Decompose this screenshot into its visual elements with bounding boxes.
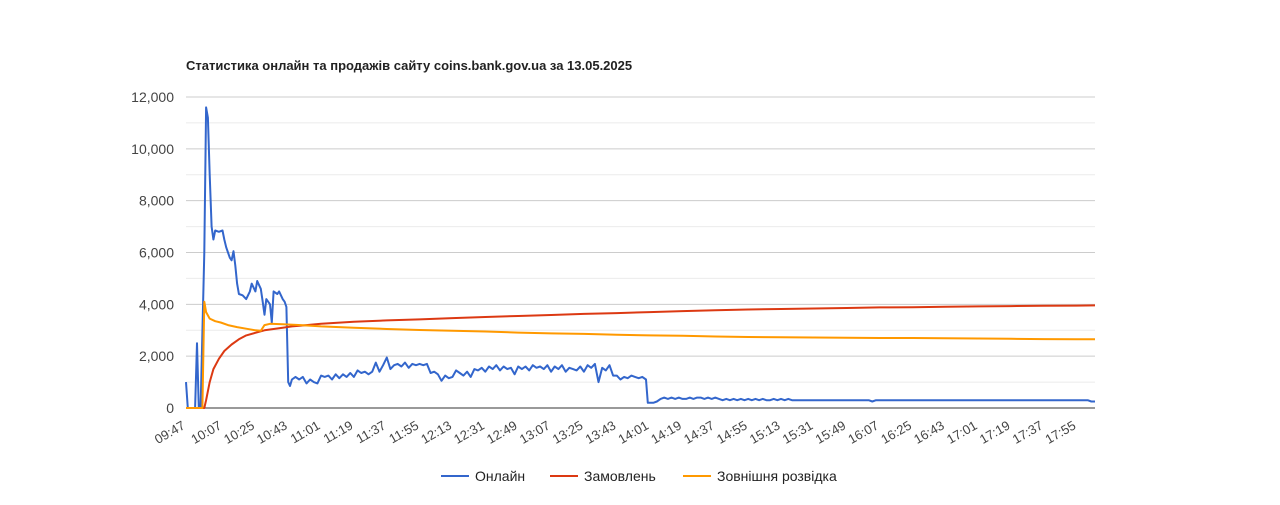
x-tick-label: 12:31: [451, 418, 487, 447]
x-tick-label: 17:37: [1010, 418, 1046, 447]
y-tick-label: 6,000: [139, 245, 174, 261]
gridlines: [186, 96, 1095, 409]
x-tick-label: 10:25: [221, 418, 257, 447]
series-lines: [185, 106, 1096, 409]
x-tick-label: 14:19: [648, 418, 684, 447]
x-tick-label: 12:49: [484, 418, 520, 447]
x-tick-label: 14:55: [714, 418, 750, 447]
x-tick-label: 10:07: [188, 418, 224, 447]
series-line-1: [185, 106, 1095, 409]
x-tick-label: 15:31: [780, 418, 816, 447]
x-tick-label: 13:07: [517, 418, 553, 447]
x-tick-label: 11:37: [353, 418, 388, 447]
x-tick-label: 15:49: [813, 418, 849, 447]
x-tick-label: 10:43: [254, 418, 290, 447]
y-tick-label: 12,000: [131, 89, 174, 105]
y-tick-label: 10,000: [131, 141, 174, 157]
x-tick-label: 17:01: [944, 418, 980, 447]
x-tick-label: 13:43: [583, 418, 619, 447]
y-tick-label: 4,000: [139, 296, 174, 312]
x-tick-label: 11:01: [288, 418, 323, 447]
x-tick-label: 14:37: [681, 418, 717, 447]
x-tick-label: 14:01: [615, 418, 651, 447]
series-line-2: [186, 304, 1096, 409]
series-line-3: [186, 300, 1095, 409]
x-tick-label: 17:55: [1043, 418, 1079, 447]
chart-title: Статистика онлайн та продажів сайту coin…: [186, 58, 632, 73]
x-tick-label: 13:25: [550, 418, 586, 447]
legend-label-3: Зовнішня розвідка: [717, 468, 837, 484]
y-tick-label: 0: [166, 400, 174, 416]
x-tick-label: 17:19: [977, 418, 1013, 447]
x-tick-label: 16:25: [878, 418, 914, 447]
legend: Онлайн Замовлень Зовнішня розвідка: [441, 468, 837, 484]
x-tick-label: 15:13: [747, 418, 783, 447]
x-axis-tick-labels: 09:47 10:0710:2510:4311:0111:1911:3711:55…: [152, 418, 1078, 447]
legend-label-1: Онлайн: [475, 468, 525, 484]
x-tick-label: 12:13: [418, 418, 454, 447]
x-tick-label: 16:43: [911, 418, 947, 447]
x-tick-label: 11:19: [321, 418, 356, 447]
x-tick-label: 11:55: [386, 418, 421, 447]
y-axis-tick-labels: 0 2,000 4,000 6,000 8,000 10,000 12,000: [131, 89, 174, 416]
x-tick-label: 16:07: [845, 418, 881, 447]
y-tick-label: 8,000: [139, 193, 174, 209]
legend-label-2: Замовлень: [584, 468, 656, 484]
x-tick-label: 09:47: [152, 418, 188, 447]
y-tick-label: 2,000: [139, 348, 174, 364]
